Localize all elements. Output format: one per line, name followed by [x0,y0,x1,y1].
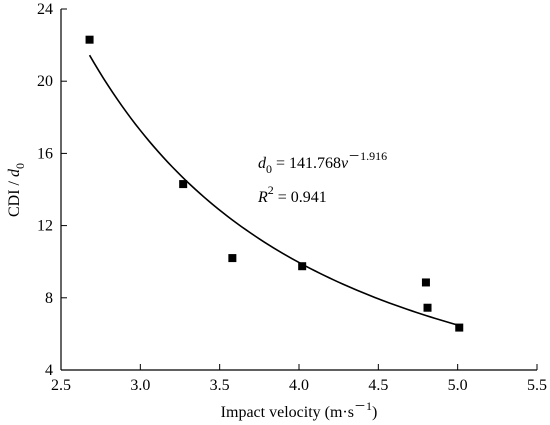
x-tick-label: 4.0 [289,377,309,394]
x-axis-title: Impact velocity (m·s－1) [221,399,378,421]
data-point [228,254,237,263]
fit-equation: d0 = 141.768v－1.916 [258,149,387,176]
x-tick-label: 3.0 [130,377,150,394]
y-ticks: 4 8 12 16 20 24 [37,1,67,379]
x-tick-label: 5.0 [448,377,468,394]
data-point [85,35,94,44]
data-points [85,35,464,332]
x-tick-label: 4.5 [368,377,388,394]
x-tick-label: 3.5 [210,377,230,394]
y-tick-label: 20 [37,73,53,90]
data-point [455,323,464,332]
data-point [421,278,430,287]
y-tick-label: 16 [37,145,53,162]
data-point [298,262,307,271]
y-tick-label: 4 [45,362,53,379]
y-axis-title: CDI / d0 [6,163,27,217]
x-tick-label: 2.5 [51,377,71,394]
fit-curve [88,54,458,326]
x-ticks: 2.5 3.0 3.5 4.0 4.5 5.0 5.5 [51,364,547,394]
data-point [423,303,432,312]
y-tick-label: 24 [37,1,53,18]
data-point [179,180,188,189]
r-squared: R2 = 0.941 [257,183,327,206]
y-tick-label: 8 [45,290,53,307]
y-tick-label: 12 [37,218,53,235]
x-tick-label: 5.5 [527,377,547,394]
